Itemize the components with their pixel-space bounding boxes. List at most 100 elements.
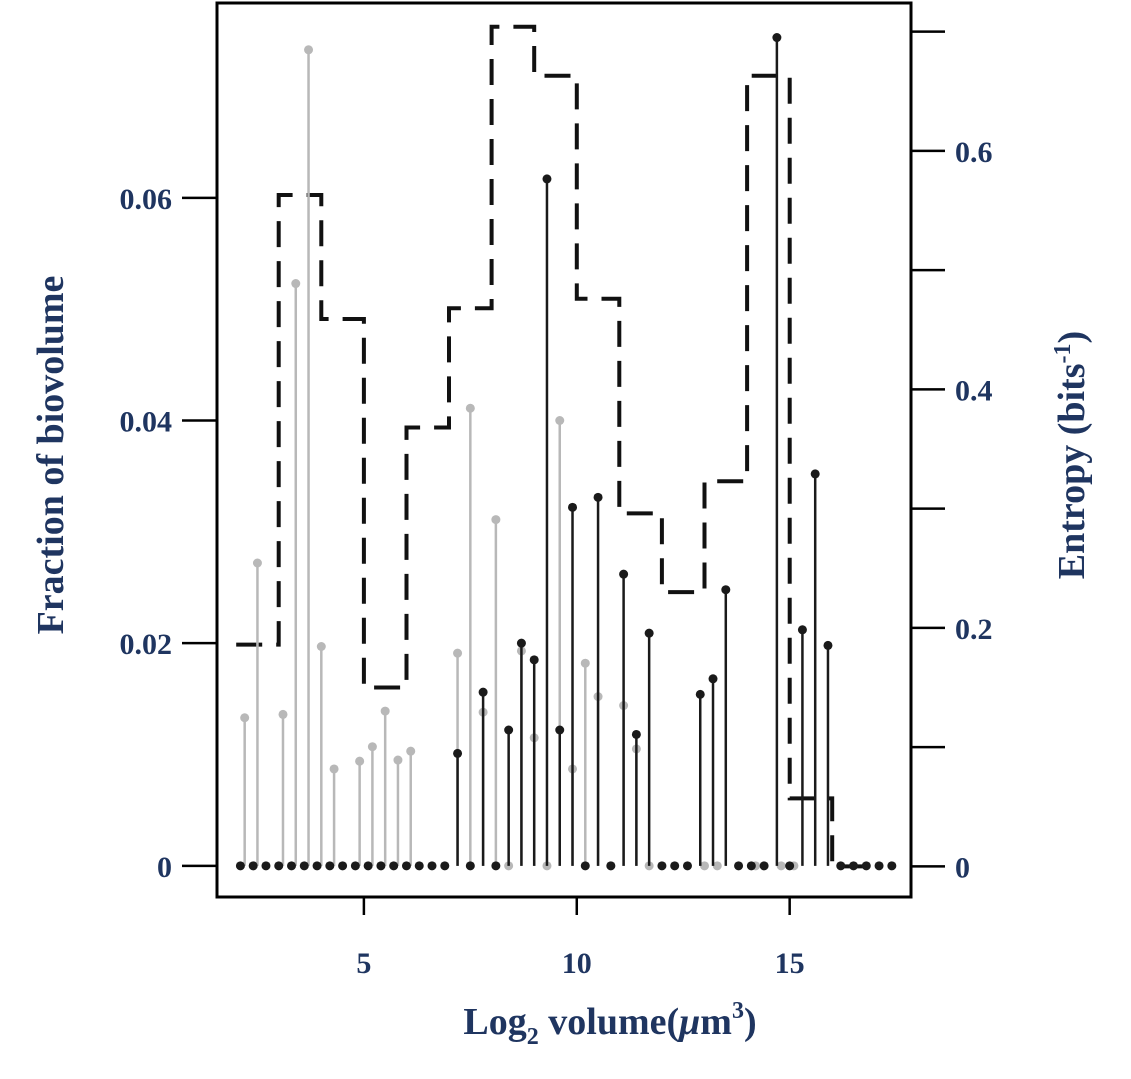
data-point [823,640,833,650]
entropy-step-line [236,24,875,869]
y-right-title-main: Entropy (bits [1051,363,1093,579]
x-title-unit: m [700,1001,732,1043]
x-tick-label: 5 [356,947,371,980]
series-series_black [235,33,897,871]
data-point [810,469,820,479]
data-point [593,492,603,502]
data-point [836,861,846,871]
data-point [401,861,411,871]
data-point [682,861,692,871]
data-point [542,174,552,184]
data-point [299,861,309,871]
data-point [316,642,326,652]
data-point [465,403,475,413]
y-left-tick-label: 0.04 [120,405,173,438]
data-point [504,725,514,735]
data-point [367,742,377,752]
data-point [491,861,501,871]
data-point [329,764,339,774]
data-point [772,33,782,43]
data-point [670,861,680,871]
data-point [785,861,795,871]
data-point [644,628,654,638]
data-point [555,415,565,425]
data-point [555,725,565,735]
data-point [376,861,386,871]
x-title-close: ) [744,1001,757,1043]
data-point [606,861,616,871]
data-point [874,861,884,871]
y-right-title: Entropy (bits-1) [1050,331,1093,579]
lollipop-layer [235,33,897,871]
x-title: Log2 volume(μm3) [463,998,756,1050]
data-point [465,861,475,871]
data-point [712,861,722,871]
x-tick-label: 10 [562,947,592,980]
data-point [406,746,416,756]
y-left-tick-label: 0.02 [120,628,173,661]
data-point [708,674,718,684]
data-point [695,689,705,699]
data-point [453,648,463,658]
data-point [248,861,258,871]
data-point [312,861,322,871]
x-title-mu: μ [677,1001,700,1043]
x-title-rest: volume( [539,1001,679,1043]
data-point [235,861,245,871]
data-point [849,861,859,871]
data-point [287,861,297,871]
axes-layer: 5 10 15 0 0.02 0.04 0.06 0 0.2 0.4 0.6 [120,30,993,980]
data-point [700,861,710,871]
y-right-tick-label: 0.4 [955,374,993,407]
data-point [887,861,897,871]
y-left-title: Fraction of biovolume [30,276,72,635]
data-point [252,558,262,568]
x-tick-label: 15 [775,947,805,980]
data-point [759,861,769,871]
data-point [389,861,399,871]
data-point [516,638,526,648]
y-right-tick-label: 0 [955,851,970,884]
data-point [440,861,450,871]
y-right-title-sup: -1 [1050,343,1076,363]
data-point [325,861,335,871]
data-point [240,713,250,723]
y-right-tick-label: 0.2 [955,613,993,646]
data-point [568,502,578,512]
series-series_gray [240,45,799,871]
x-title-main: Log [463,1001,526,1043]
data-point [304,45,314,55]
data-point [363,861,373,871]
plot-frame [215,1,913,899]
data-point [453,748,463,758]
data-point [734,861,744,871]
data-point [619,569,629,579]
data-point [491,515,501,525]
entropy-step-layer [236,24,875,869]
data-point [580,861,590,871]
y-left-tick-label: 0 [157,851,172,884]
y-left-tick-label: 0.06 [120,183,173,216]
data-point [414,861,424,871]
data-point [721,585,731,595]
data-point [631,729,641,739]
x-title-sub: 2 [527,1024,539,1050]
data-point [350,861,360,871]
data-point [580,658,590,668]
data-point [380,706,390,716]
y-right-title-close: ) [1051,331,1093,344]
data-point [529,655,539,665]
data-point [291,279,301,289]
data-point [797,625,807,635]
data-point [657,861,667,871]
data-point [393,755,403,765]
data-point [355,756,365,766]
data-point [427,861,437,871]
data-point [746,861,756,871]
data-point [261,861,271,871]
data-point [338,861,348,871]
data-point [478,687,488,697]
data-point [278,709,288,719]
x-title-sup: 3 [732,998,744,1024]
